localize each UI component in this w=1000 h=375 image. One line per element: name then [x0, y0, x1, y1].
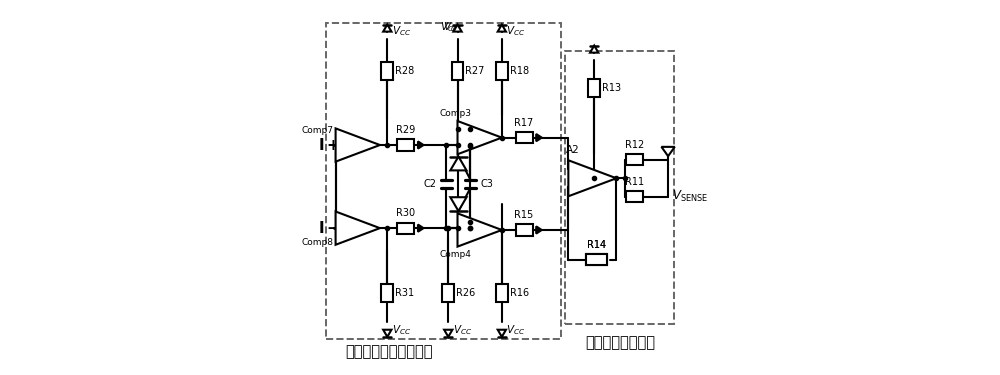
Polygon shape [336, 128, 380, 162]
Bar [381, 62, 393, 80]
Text: R14: R14 [587, 240, 606, 250]
Text: R12: R12 [625, 140, 644, 150]
Text: +: + [341, 216, 350, 226]
Text: +: + [575, 166, 584, 176]
Text: R15: R15 [514, 210, 534, 220]
Text: R31: R31 [395, 288, 414, 298]
Polygon shape [661, 147, 675, 156]
Bar [586, 254, 607, 265]
Text: $V_{CC}$: $V_{CC}$ [440, 20, 459, 34]
Bar [496, 284, 508, 302]
Text: R17: R17 [514, 118, 534, 128]
Text: R28: R28 [395, 66, 414, 76]
Polygon shape [498, 330, 506, 337]
Bar [626, 191, 643, 202]
Polygon shape [444, 330, 452, 337]
Polygon shape [498, 24, 506, 32]
Text: $V_{CC}$: $V_{CC}$ [443, 20, 462, 34]
Text: +: + [463, 139, 472, 149]
Polygon shape [336, 211, 380, 245]
Polygon shape [450, 197, 467, 211]
Text: 负载电流检测电路: 负载电流检测电路 [585, 335, 655, 350]
Bar [516, 225, 533, 236]
Bar [452, 62, 463, 80]
Polygon shape [383, 24, 391, 32]
Text: R18: R18 [510, 66, 529, 76]
Polygon shape [536, 226, 542, 234]
Polygon shape [418, 141, 424, 148]
Polygon shape [418, 225, 424, 232]
Polygon shape [453, 24, 462, 32]
Text: −: − [463, 126, 472, 136]
Text: C2: C2 [423, 179, 436, 189]
Polygon shape [568, 160, 616, 196]
Text: R11: R11 [625, 177, 644, 187]
Text: $V_{CC}$: $V_{CC}$ [392, 324, 411, 338]
Text: $V_{CC}$: $V_{CC}$ [506, 324, 525, 338]
Bar [565, 51, 674, 324]
Text: R13: R13 [602, 83, 621, 93]
Polygon shape [458, 213, 502, 247]
Text: Comp4: Comp4 [439, 250, 471, 259]
Text: $V_{\mathrm{SENSE}}$: $V_{\mathrm{SENSE}}$ [672, 189, 708, 204]
Text: A2: A2 [566, 146, 580, 156]
Polygon shape [458, 121, 502, 154]
Text: R16: R16 [510, 288, 529, 298]
Text: R27: R27 [465, 66, 485, 76]
Text: −: − [341, 230, 350, 240]
Polygon shape [450, 157, 467, 170]
Bar [442, 284, 454, 302]
Text: R26: R26 [456, 288, 475, 298]
Text: $V_{CC}$: $V_{CC}$ [392, 24, 411, 38]
Bar [626, 154, 643, 165]
Text: $V_{CC}$: $V_{CC}$ [453, 324, 472, 338]
Text: Comp8: Comp8 [302, 238, 334, 247]
Polygon shape [536, 134, 542, 141]
Bar [496, 62, 508, 80]
Bar [397, 223, 414, 234]
Text: R14: R14 [587, 240, 606, 250]
Text: $\mathbf{I+}$: $\mathbf{I+}$ [318, 137, 340, 153]
Bar [586, 254, 607, 265]
Polygon shape [590, 45, 598, 53]
Text: 电流正负半周判断电路: 电流正负半周判断电路 [345, 344, 433, 359]
Text: −: − [574, 180, 584, 190]
Text: $V_{CC}$: $V_{CC}$ [506, 24, 525, 38]
Text: −: − [341, 134, 350, 143]
Bar [516, 132, 533, 143]
Text: C3: C3 [481, 179, 494, 189]
Bar [326, 23, 561, 339]
Text: $\mathbf{I-}$: $\mathbf{I-}$ [318, 220, 340, 236]
Text: Comp7: Comp7 [302, 126, 334, 135]
Polygon shape [383, 330, 391, 337]
Bar [588, 79, 600, 97]
Text: +: + [463, 218, 472, 228]
Text: R30: R30 [396, 208, 415, 218]
Text: Comp3: Comp3 [439, 109, 471, 118]
Bar [381, 284, 393, 302]
Text: +: + [341, 147, 350, 157]
Text: R29: R29 [396, 125, 415, 135]
Text: −: − [463, 232, 472, 242]
Bar [397, 140, 414, 150]
